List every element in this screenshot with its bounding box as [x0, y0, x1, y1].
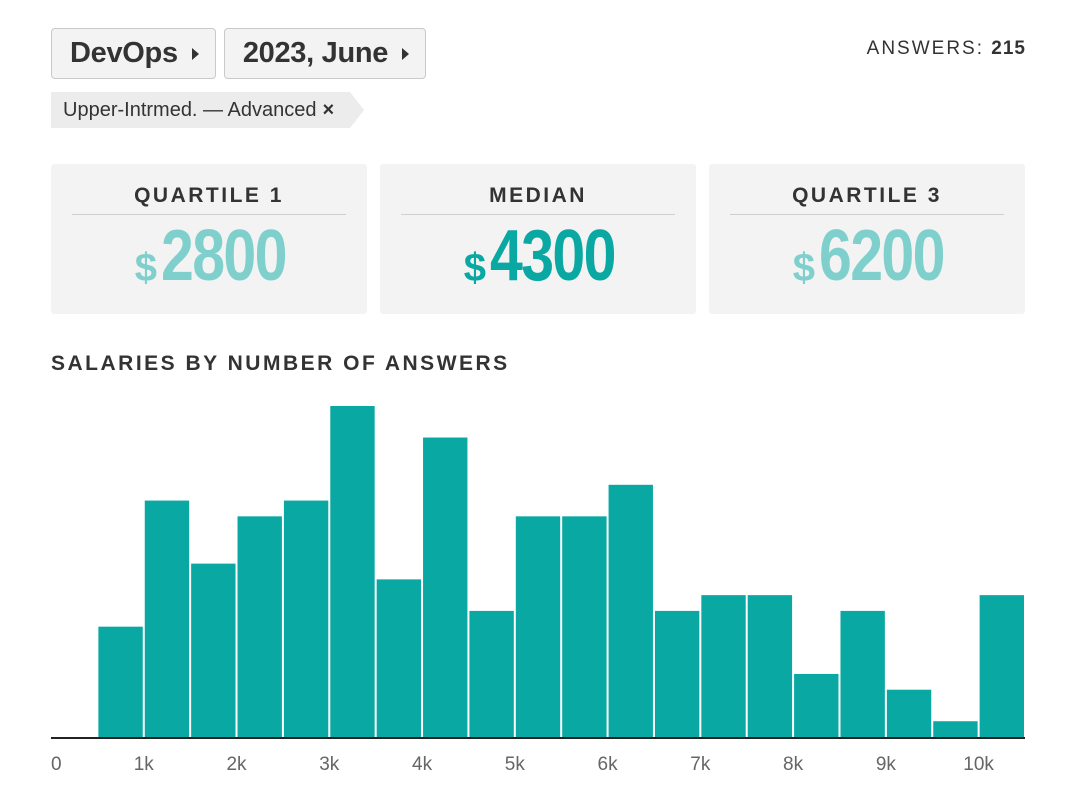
x-tick-label: 2k	[226, 754, 247, 775]
currency-symbol: $	[134, 246, 158, 290]
x-tick-label: 8k	[783, 754, 804, 775]
stat-value: $ 6200	[730, 217, 1004, 295]
caret-right-icon	[402, 47, 410, 60]
specialization-label: DevOps	[70, 37, 178, 69]
answers-number: 215	[991, 38, 1026, 59]
salary-histogram: 0 1k 2k 3k 4k 5k 6k 7k 8k 9k 10k	[51, 406, 1025, 775]
quartile-1-card: QUARTILE 1 $ 2800	[51, 164, 367, 314]
histogram-bar[interactable]	[376, 579, 422, 737]
answers-label: ANSWERS:	[866, 38, 985, 59]
close-icon[interactable]: ×	[322, 98, 335, 121]
histogram-bar[interactable]	[747, 595, 793, 737]
x-tick-label: 7k	[690, 754, 711, 775]
stat-title: QUARTILE 3	[730, 184, 1004, 215]
histogram-bar[interactable]	[562, 516, 607, 737]
histogram-bar[interactable]	[654, 610, 700, 737]
answers-count: ANSWERS: 215	[867, 38, 1026, 60]
histogram-bar[interactable]	[840, 610, 885, 737]
filter-tag-label: Upper-Intrmed. — Advanced	[63, 98, 317, 121]
x-tick-label: 3k	[319, 754, 340, 775]
x-tick-label: 6k	[598, 754, 619, 775]
histogram-bar[interactable]	[423, 437, 468, 737]
histogram-bar[interactable]	[469, 610, 514, 737]
histogram-bar[interactable]	[886, 689, 932, 737]
filter-bar: DevOps 2023, June	[51, 28, 427, 79]
histogram-bar[interactable]	[191, 563, 236, 737]
caret-right-icon	[191, 47, 199, 60]
histogram-bar[interactable]	[794, 673, 839, 737]
specialization-dropdown[interactable]: DevOps	[51, 28, 216, 79]
histogram-bar[interactable]	[98, 626, 143, 737]
currency-symbol: $	[792, 246, 816, 290]
x-tick-label: 10k	[963, 754, 994, 775]
histogram-bar[interactable]	[144, 500, 190, 737]
stat-value: $ 4300	[401, 217, 675, 295]
histogram-bar[interactable]	[979, 595, 1024, 737]
period-label: 2023, June	[242, 37, 389, 69]
x-tick-label: 5k	[505, 754, 526, 775]
stat-value: $ 2800	[72, 217, 346, 295]
median-card: MEDIAN $ 4300	[380, 164, 696, 314]
stat-amount: 2800	[161, 216, 287, 296]
quartile-3-card: QUARTILE 3 $ 6200	[709, 164, 1025, 314]
x-tick-label: 4k	[412, 754, 433, 775]
stat-amount: 4300	[490, 216, 616, 296]
histogram-bar[interactable]	[701, 595, 746, 737]
histogram-bar[interactable]	[933, 721, 978, 737]
english-level-filter-tag[interactable]: Upper-Intrmed. — Advanced ×	[51, 92, 365, 128]
currency-symbol: $	[463, 246, 487, 290]
period-dropdown[interactable]: 2023, June	[223, 28, 427, 79]
stat-amount: 6200	[819, 216, 945, 296]
histogram-bar[interactable]	[283, 500, 329, 737]
stat-title: QUARTILE 1	[72, 184, 346, 215]
histogram-bar[interactable]	[608, 484, 653, 737]
histogram-bar[interactable]	[515, 516, 561, 737]
stats-cards: QUARTILE 1 $ 2800 MEDIAN $ 4300 QUARTILE…	[51, 164, 1025, 314]
x-tick-label: 9k	[876, 754, 897, 775]
histogram-bar[interactable]	[237, 516, 282, 737]
x-tick-label: 0	[51, 754, 62, 775]
x-tick-label: 1k	[134, 754, 155, 775]
chart-title: SALARIES BY NUMBER OF ANSWERS	[51, 352, 510, 375]
histogram-bar[interactable]	[330, 406, 375, 737]
stat-title: MEDIAN	[401, 184, 675, 215]
